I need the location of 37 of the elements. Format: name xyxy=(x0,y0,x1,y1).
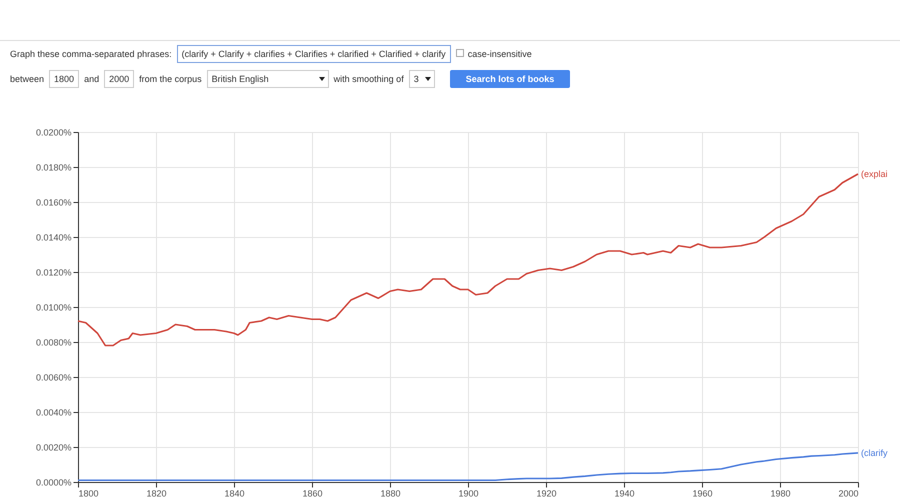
series-label: (clarify xyxy=(861,448,888,458)
y-tick-label: 0.0200% xyxy=(36,128,72,138)
x-tick-label: 1920 xyxy=(536,488,557,498)
text: and xyxy=(84,73,100,86)
text: (clarify + Clarify + clarifies + Clarifies + clarified + Clarified + clarify xyxy=(176,45,451,63)
y-tick-label: 0.0140% xyxy=(36,232,72,242)
text: from the corpus xyxy=(139,73,202,86)
y-tick-label: 0.0120% xyxy=(36,268,72,278)
x-tick-label: 1880 xyxy=(380,488,401,498)
y-tick-label: 0.0080% xyxy=(36,338,72,348)
text: Search lots of books xyxy=(450,70,570,88)
x-tick-label: 2000 xyxy=(838,488,858,498)
text: British English xyxy=(206,70,329,88)
text: case-insensitive xyxy=(466,48,532,61)
line-series xyxy=(77,173,859,346)
x-tick-label: 1820 xyxy=(146,488,167,498)
text: 1800 xyxy=(49,70,80,88)
y-tick-label: 0.0160% xyxy=(36,198,72,208)
x-tick-label: 1800 xyxy=(78,488,99,498)
text: Graph these comma-separated phrases: xyxy=(10,48,172,61)
x-tick-label: 1860 xyxy=(302,488,323,498)
x-tick-label: 1940 xyxy=(614,488,635,498)
y-tick-label: 0.0060% xyxy=(36,372,72,382)
x-tick-label: 1840 xyxy=(224,488,245,498)
x-tick-label: 1900 xyxy=(458,488,479,498)
y-tick-label: 0.0000% xyxy=(36,478,72,488)
text: 3 xyxy=(408,70,435,88)
series-label: (explai xyxy=(861,169,888,179)
y-tick-label: 0.0100% xyxy=(36,302,72,312)
text: between xyxy=(10,73,44,86)
text: 2000 xyxy=(104,70,134,88)
x-tick-label: 1980 xyxy=(770,488,791,498)
y-tick-label: 0.0180% xyxy=(36,162,72,172)
text: with smoothing of xyxy=(334,73,404,86)
y-tick-label: 0.0040% xyxy=(36,408,72,418)
y-tick-label: 0.0020% xyxy=(36,442,72,452)
x-tick-label: 1960 xyxy=(692,488,713,498)
